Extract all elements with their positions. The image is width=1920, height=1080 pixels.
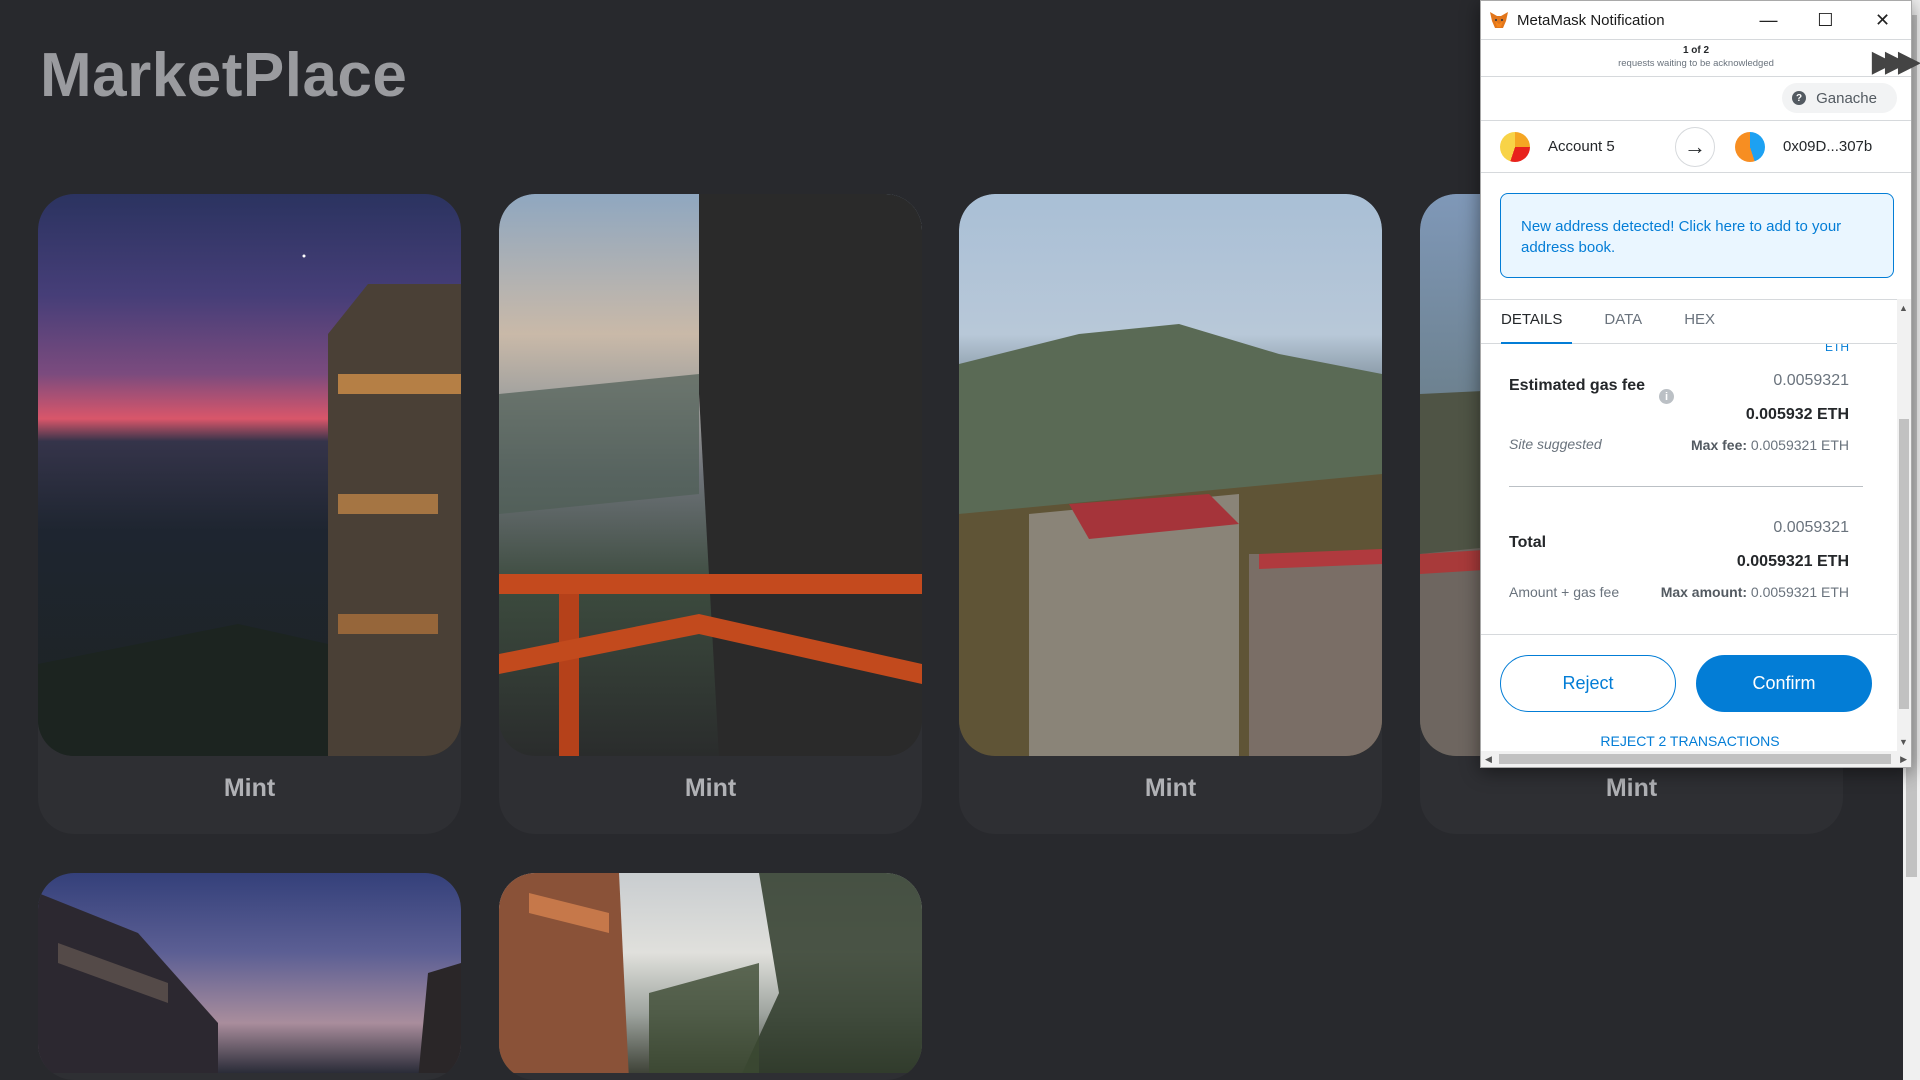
confirm-button[interactable]: Confirm <box>1696 655 1872 712</box>
popup-hscrollbar-thumb[interactable] <box>1499 754 1891 764</box>
total-subtitle: Amount + gas fee <box>1509 584 1620 600</box>
skip-forward-icon[interactable]: ▶▶▶ <box>1871 45 1920 78</box>
gas-fee-large: 0.005932 ETH <box>1745 406 1849 423</box>
nft-image <box>38 873 461 1073</box>
network-bar: ? Ganache <box>1481 77 1911 121</box>
network-name: Ganache <box>1816 89 1877 107</box>
tab-hex[interactable]: HEX <box>1684 311 1716 328</box>
new-address-alert[interactable]: New address detected! Click here to add … <box>1500 193 1894 278</box>
mint-button[interactable]: Mint <box>1144 774 1197 802</box>
metamask-window: MetaMask Notification — ☐ ✕ 1 of 2 reque… <box>1480 0 1920 768</box>
max-fee-label: Max fee: <box>1691 437 1748 453</box>
info-icon[interactable]: i <box>1659 389 1674 404</box>
sender-recipient-row: Account 5 → 0x09D...307b <box>1481 121 1911 173</box>
sender-name: Account 5 <box>1548 138 1615 155</box>
recipient-address-text: 0x09D...307b <box>1783 138 1873 155</box>
queue-position: 1 of 2 <box>1682 45 1710 56</box>
page-title: MarketPlace <box>40 41 408 110</box>
balcony-photo-illustration <box>499 194 922 756</box>
request-queue: 1 of 2 requests waiting to be acknowledg… <box>1481 39 1920 78</box>
divider <box>1509 486 1863 487</box>
close-icon[interactable]: ✕ <box>1874 9 1891 30</box>
details-panel: ETH Estimated gas fee i 0.0059321 0.0059… <box>1481 344 1899 634</box>
nft-card: Mint <box>499 194 922 834</box>
gas-fee-label: Estimated gas fee <box>1509 377 1646 394</box>
popup-horizontal-scrollbar[interactable]: ◀ ▶ <box>1481 751 1911 767</box>
total-label: Total <box>1509 534 1547 551</box>
nft-card <box>38 873 461 1080</box>
scroll-down-icon[interactable]: ▼ <box>1899 737 1908 747</box>
max-amount-label: Max amount: <box>1660 584 1748 600</box>
nft-card: Mint <box>38 194 461 834</box>
minimize-icon[interactable]: — <box>1759 9 1778 30</box>
queue-subtitle: requests waiting to be acknowledged <box>1618 58 1774 69</box>
max-fee-value: 0.0059321 ETH <box>1750 437 1849 453</box>
gas-fee-small: 0.0059321 <box>1773 372 1849 389</box>
trees-building-illustration <box>499 873 922 1073</box>
scroll-left-icon[interactable]: ◀ <box>1485 754 1492 764</box>
nft-image <box>38 194 461 756</box>
total-large: 0.0059321 ETH <box>1736 553 1849 570</box>
mountain-photo-illustration <box>959 324 1382 756</box>
evening-building-illustration <box>38 893 461 1073</box>
building-photo-illustration <box>38 254 461 756</box>
arrow-right-icon: → <box>1675 127 1715 167</box>
tab-details[interactable]: DETAILS <box>1501 300 1573 344</box>
window-title: MetaMask Notification <box>1517 11 1665 29</box>
mint-button[interactable]: Mint <box>684 774 737 802</box>
site-suggested[interactable]: Site suggested <box>1509 436 1602 452</box>
reject-all-link[interactable]: REJECT 2 TRANSACTIONS <box>1600 733 1780 749</box>
scroll-up-icon[interactable]: ▲ <box>1899 303 1908 313</box>
sender-account[interactable]: Account 5 <box>1500 131 1615 162</box>
nft-card <box>499 873 922 1080</box>
cut-off-text: ETH <box>1825 344 1849 354</box>
max-amount-value: 0.0059321 ETH <box>1750 584 1849 600</box>
nft-image <box>499 194 922 756</box>
popup-scrollbar-thumb[interactable] <box>1899 419 1909 709</box>
nft-image <box>959 194 1382 756</box>
maximize-icon[interactable]: ☐ <box>1817 9 1834 30</box>
tab-bar: DETAILS DATA HEX <box>1481 299 1899 344</box>
window-titlebar[interactable]: MetaMask Notification — ☐ ✕ <box>1481 1 1911 39</box>
avatar <box>1735 131 1765 162</box>
scroll-right-icon[interactable]: ▶ <box>1900 754 1907 764</box>
mint-button[interactable]: Mint <box>223 774 276 802</box>
nft-card: Mint <box>959 194 1382 834</box>
network-selector[interactable]: ? Ganache <box>1782 83 1897 113</box>
nft-image <box>499 873 922 1073</box>
popup-vertical-scrollbar[interactable]: ▲ ▼ <box>1897 299 1911 751</box>
reject-button[interactable]: Reject <box>1500 655 1676 712</box>
tab-data[interactable]: DATA <box>1604 311 1643 328</box>
avatar <box>1500 131 1530 162</box>
total-small: 0.0059321 <box>1773 519 1849 536</box>
recipient-address[interactable]: 0x09D...307b <box>1735 131 1873 162</box>
max-amount: Max amount: 0.0059321 ETH <box>1661 584 1849 600</box>
metamask-fox-icon <box>1490 12 1508 28</box>
network-help-icon: ? <box>1792 91 1807 105</box>
action-footer: Reject Confirm REJECT 2 TRANSACTIONS <box>1481 634 1899 751</box>
mint-button[interactable]: Mint <box>1605 774 1658 802</box>
max-fee: Max fee: 0.0059321 ETH <box>1691 437 1849 453</box>
